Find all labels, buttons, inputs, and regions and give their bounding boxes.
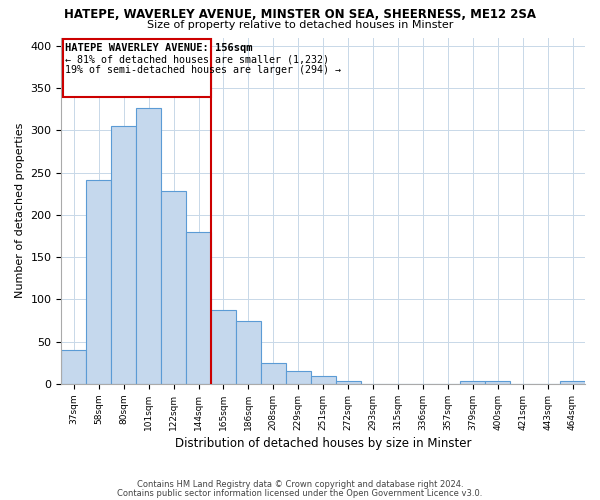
Bar	[161, 192, 186, 384]
Bar	[286, 372, 311, 384]
Text: 19% of semi-detached houses are larger (294) →: 19% of semi-detached houses are larger (…	[65, 66, 341, 76]
Bar	[111, 126, 136, 384]
Bar	[560, 382, 585, 384]
Text: HATEPE, WAVERLEY AVENUE, MINSTER ON SEA, SHEERNESS, ME12 2SA: HATEPE, WAVERLEY AVENUE, MINSTER ON SEA,…	[64, 8, 536, 20]
X-axis label: Distribution of detached houses by size in Minster: Distribution of detached houses by size …	[175, 437, 472, 450]
Bar	[311, 376, 335, 384]
Bar	[236, 322, 261, 384]
Text: ← 81% of detached houses are smaller (1,232): ← 81% of detached houses are smaller (1,…	[65, 54, 329, 64]
FancyBboxPatch shape	[62, 39, 211, 96]
Bar	[335, 380, 361, 384]
Bar	[211, 310, 236, 384]
Bar	[136, 108, 161, 384]
Bar	[485, 382, 510, 384]
Text: Size of property relative to detached houses in Minster: Size of property relative to detached ho…	[147, 20, 453, 30]
Text: Contains HM Land Registry data © Crown copyright and database right 2024.: Contains HM Land Registry data © Crown c…	[137, 480, 463, 489]
Text: Contains public sector information licensed under the Open Government Licence v3: Contains public sector information licen…	[118, 489, 482, 498]
Text: HATEPE WAVERLEY AVENUE: 156sqm: HATEPE WAVERLEY AVENUE: 156sqm	[65, 44, 253, 54]
Bar	[261, 363, 286, 384]
Bar	[86, 180, 111, 384]
Y-axis label: Number of detached properties: Number of detached properties	[15, 123, 25, 298]
Bar	[61, 350, 86, 384]
Bar	[186, 232, 211, 384]
Bar	[460, 382, 485, 384]
